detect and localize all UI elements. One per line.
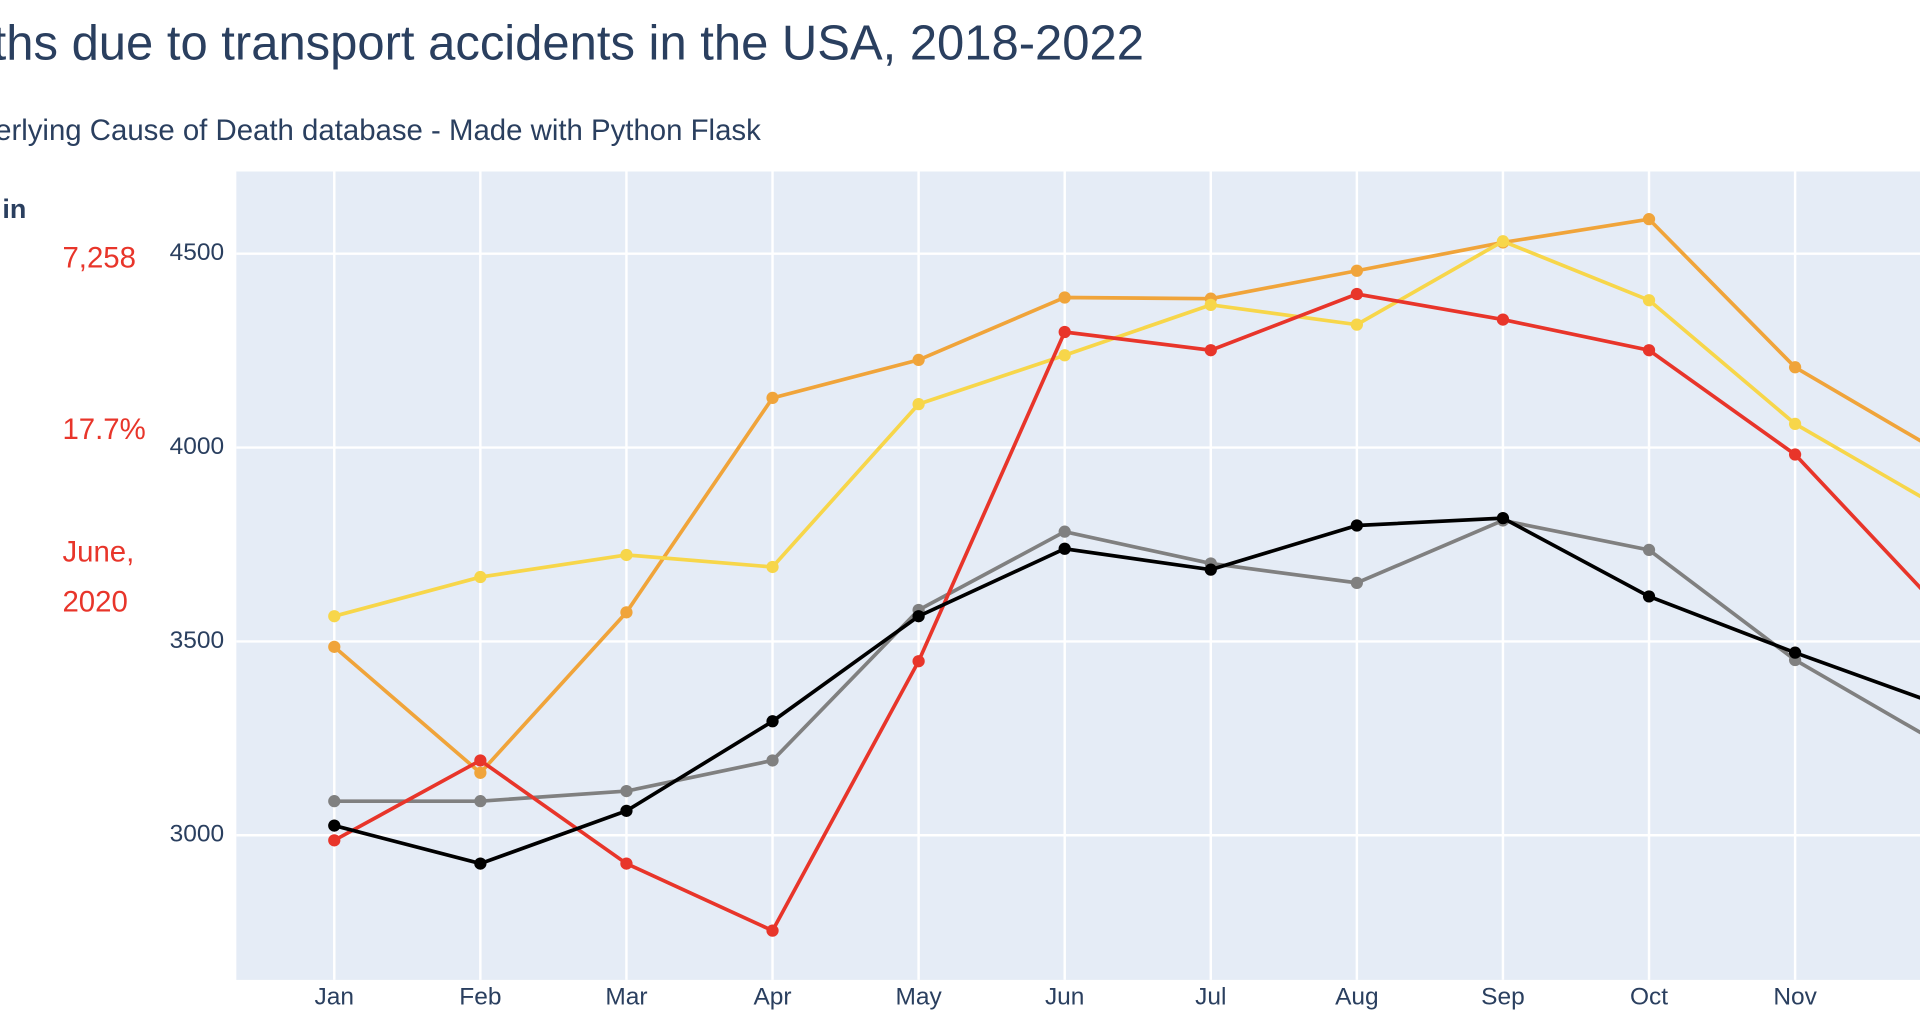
point [766, 391, 779, 405]
point [1788, 448, 1802, 461]
point [1788, 361, 1802, 374]
series-line [334, 518, 1920, 803]
x-tick-label: Feb [459, 984, 501, 1011]
x-tick-label: May [895, 984, 942, 1011]
point [766, 560, 779, 574]
y-axis-title: in [2, 194, 26, 224]
point [1058, 291, 1071, 304]
y-tick-label: 3500 [170, 627, 224, 654]
point [1350, 264, 1363, 277]
chart-title: ths due to transport accidents in the US… [0, 16, 1144, 70]
point [912, 655, 925, 668]
x-tick-label: Jul [1195, 984, 1226, 1011]
point [1204, 563, 1217, 576]
point [474, 766, 487, 779]
grid [236, 171, 1920, 980]
point [766, 715, 779, 728]
point [474, 795, 487, 808]
point [620, 784, 633, 798]
point [1642, 213, 1656, 226]
point [912, 610, 925, 623]
point [1496, 235, 1510, 248]
annotation: June, [62, 535, 134, 568]
point [328, 795, 341, 808]
point [766, 754, 779, 767]
series-line [333, 516, 1920, 866]
point [1204, 344, 1217, 357]
x-tick-label: Jan [315, 984, 354, 1011]
point [328, 640, 341, 653]
x-tick-label: Mar [605, 984, 647, 1011]
point [620, 804, 633, 817]
point [1788, 417, 1802, 431]
point [1642, 590, 1656, 603]
x-tick-label: Sep [1481, 984, 1525, 1011]
point [1350, 576, 1363, 589]
point [1642, 543, 1656, 557]
point [1496, 511, 1510, 525]
annotation: 17.7% [62, 413, 145, 446]
point [474, 754, 487, 767]
x-tick-label: Aug [1335, 984, 1379, 1011]
y-tick-label: 4000 [170, 433, 224, 460]
point [328, 819, 341, 832]
y-tick-label: 3000 [170, 821, 224, 848]
point [620, 857, 633, 870]
point [912, 397, 925, 411]
x-tick-label: Nov [1773, 984, 1817, 1011]
point [328, 610, 341, 623]
point [1788, 646, 1802, 659]
point [1350, 287, 1363, 301]
point [1350, 519, 1363, 532]
point [912, 353, 925, 367]
x-tick-label: Oct [1630, 984, 1668, 1011]
point [1204, 298, 1217, 311]
annotation: 7,258 [62, 241, 136, 274]
point [1642, 344, 1656, 357]
point [474, 857, 487, 870]
point [1350, 318, 1363, 331]
point [1496, 313, 1510, 326]
series-line [333, 292, 1920, 934]
point [1058, 349, 1071, 362]
x-tick-label: Apr [753, 984, 791, 1011]
point [1058, 542, 1071, 555]
y-tick-label: 4500 [170, 239, 224, 266]
annotation: 2020 [62, 586, 127, 619]
point [1642, 294, 1656, 307]
point [328, 834, 341, 847]
point [1058, 525, 1071, 538]
point [1058, 325, 1071, 339]
point [474, 570, 487, 584]
point [620, 606, 633, 619]
point [766, 924, 779, 937]
plot-background [236, 171, 1920, 980]
series-line [333, 239, 1920, 618]
x-tick-label: Jun [1045, 984, 1084, 1011]
point [620, 548, 633, 562]
chart-subtitle: erlying Cause of Death database - Made w… [0, 114, 761, 147]
series-line [333, 217, 1920, 776]
